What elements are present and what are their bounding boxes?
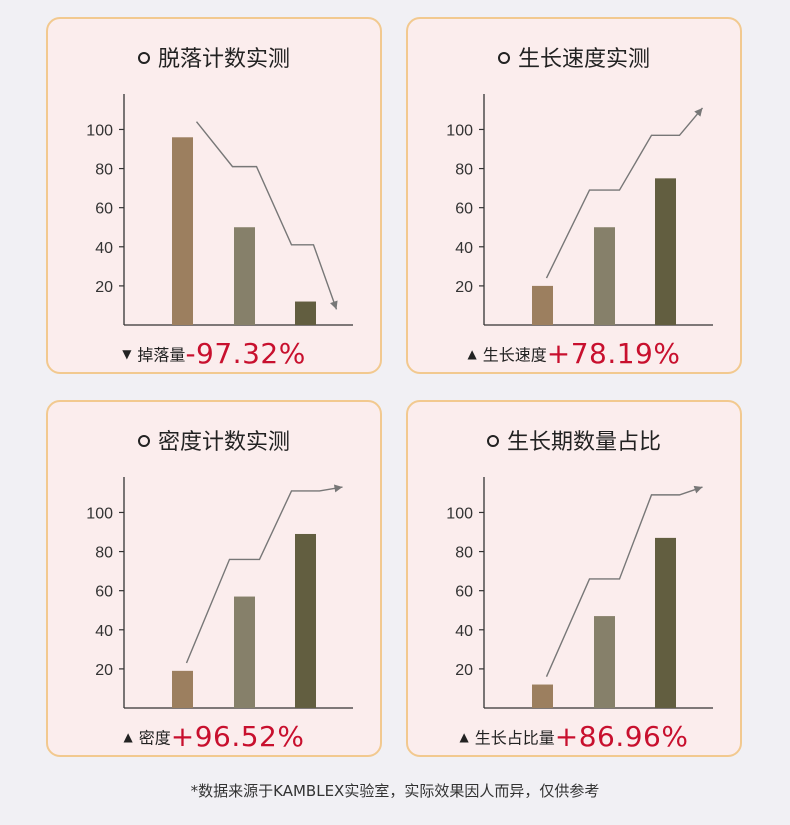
stat-summary: ▲ 生长速度+78.19% [408, 337, 740, 371]
stat-summary: ▲ 生长占比量+86.96% [408, 720, 740, 754]
stat-value: +96.52% [170, 720, 305, 753]
circle-bullet-icon [137, 52, 150, 64]
y-tick-label: 40 [95, 623, 113, 640]
trend-arrow-icon [333, 484, 343, 493]
stat-value: +86.96% [554, 720, 689, 753]
stat-summary: ▼ 掉落量-97.32% [48, 337, 380, 371]
trend-line [545, 107, 704, 279]
arrow-up-icon: ▲ [123, 729, 133, 744]
chart-title-text: 脱落计数实测 [157, 47, 290, 72]
footnote: *数据来源于KAMBLEX实验室，实际效果因人而异，仅供参考 [190, 782, 600, 800]
bar [532, 285, 553, 325]
chart-card-growth-ratio: 生长期数量占比 20 40 60 80 100 ▲ 生长占比量+86.96% [406, 400, 742, 757]
bar [234, 227, 255, 325]
y-tick-label: 80 [95, 545, 113, 562]
chart-title: 密度计数实测 [48, 424, 380, 455]
trend-line [185, 486, 343, 664]
y-tick-label: 80 [455, 162, 473, 179]
stat-label: 生长速度 [482, 345, 547, 365]
y-tick-label: 60 [95, 584, 113, 601]
arrow-up-icon: ▲ [459, 729, 469, 744]
bar-chart: 20 40 60 80 100 [446, 94, 713, 326]
bar [172, 670, 193, 708]
trend-line [545, 486, 703, 677]
chart-title-text: 生长速度实测 [517, 47, 650, 72]
chart-title-text: 生长期数量占比 [506, 430, 661, 455]
bar [655, 178, 676, 325]
circle-bullet-icon [486, 435, 499, 447]
y-tick-label: 100 [86, 505, 113, 522]
bar-chart: 20 40 60 80 100 [86, 94, 353, 326]
y-tick-label: 20 [455, 662, 473, 679]
bar [655, 537, 676, 708]
chart-title-text: 密度计数实测 [157, 430, 290, 455]
chart-title: 脱落计数实测 [48, 41, 380, 72]
stat-summary: ▲ 密度+96.52% [48, 720, 380, 754]
y-tick-label: 40 [455, 240, 473, 257]
y-tick-label: 60 [95, 201, 113, 218]
circle-bullet-icon [497, 52, 510, 64]
stat-value: -97.32% [185, 337, 306, 370]
bar [532, 684, 553, 708]
chart-card-shedding: 脱落计数实测 20 40 60 80 100 ▼ 掉落量-97.32% [46, 17, 382, 374]
chart-card-density: 密度计数实测 20 40 60 80 100 ▲ 密度+96.52% [46, 400, 382, 757]
stat-label: 掉落量 [137, 345, 186, 365]
trend-line [195, 121, 338, 310]
stat-value: +78.19% [546, 337, 681, 370]
bar [295, 533, 316, 708]
bar [234, 596, 255, 708]
arrow-down-icon: ▼ [122, 346, 132, 361]
chart-title: 生长速度实测 [408, 41, 740, 72]
y-tick-label: 100 [446, 122, 473, 139]
trend-arrow-icon [330, 300, 338, 310]
stat-label: 生长占比量 [474, 728, 555, 748]
y-tick-label: 60 [455, 201, 473, 218]
y-tick-label: 80 [95, 162, 113, 179]
circle-bullet-icon [137, 435, 150, 447]
bar [594, 616, 615, 708]
y-tick-label: 60 [455, 584, 473, 601]
y-tick-label: 40 [95, 240, 113, 257]
trend-arrow-icon [694, 107, 703, 117]
y-tick-label: 40 [455, 623, 473, 640]
y-tick-label: 20 [455, 279, 473, 296]
chart-title: 生长期数量占比 [408, 424, 740, 455]
y-tick-label: 100 [86, 122, 113, 139]
y-tick-label: 20 [95, 279, 113, 296]
bar-chart: 20 40 60 80 100 [86, 477, 353, 709]
y-tick-label: 80 [455, 545, 473, 562]
bar [594, 227, 615, 325]
y-tick-label: 20 [95, 662, 113, 679]
trend-arrow-icon [693, 485, 703, 494]
chart-card-growth-speed: 生长速度实测 20 40 60 80 100 ▲ 生长速度+78.19% [406, 17, 742, 374]
bar-chart: 20 40 60 80 100 [446, 477, 713, 709]
stat-label: 密度 [138, 728, 171, 748]
y-tick-label: 100 [446, 505, 473, 522]
bar [172, 137, 193, 325]
bar [295, 301, 316, 325]
arrow-up-icon: ▲ [467, 346, 477, 361]
